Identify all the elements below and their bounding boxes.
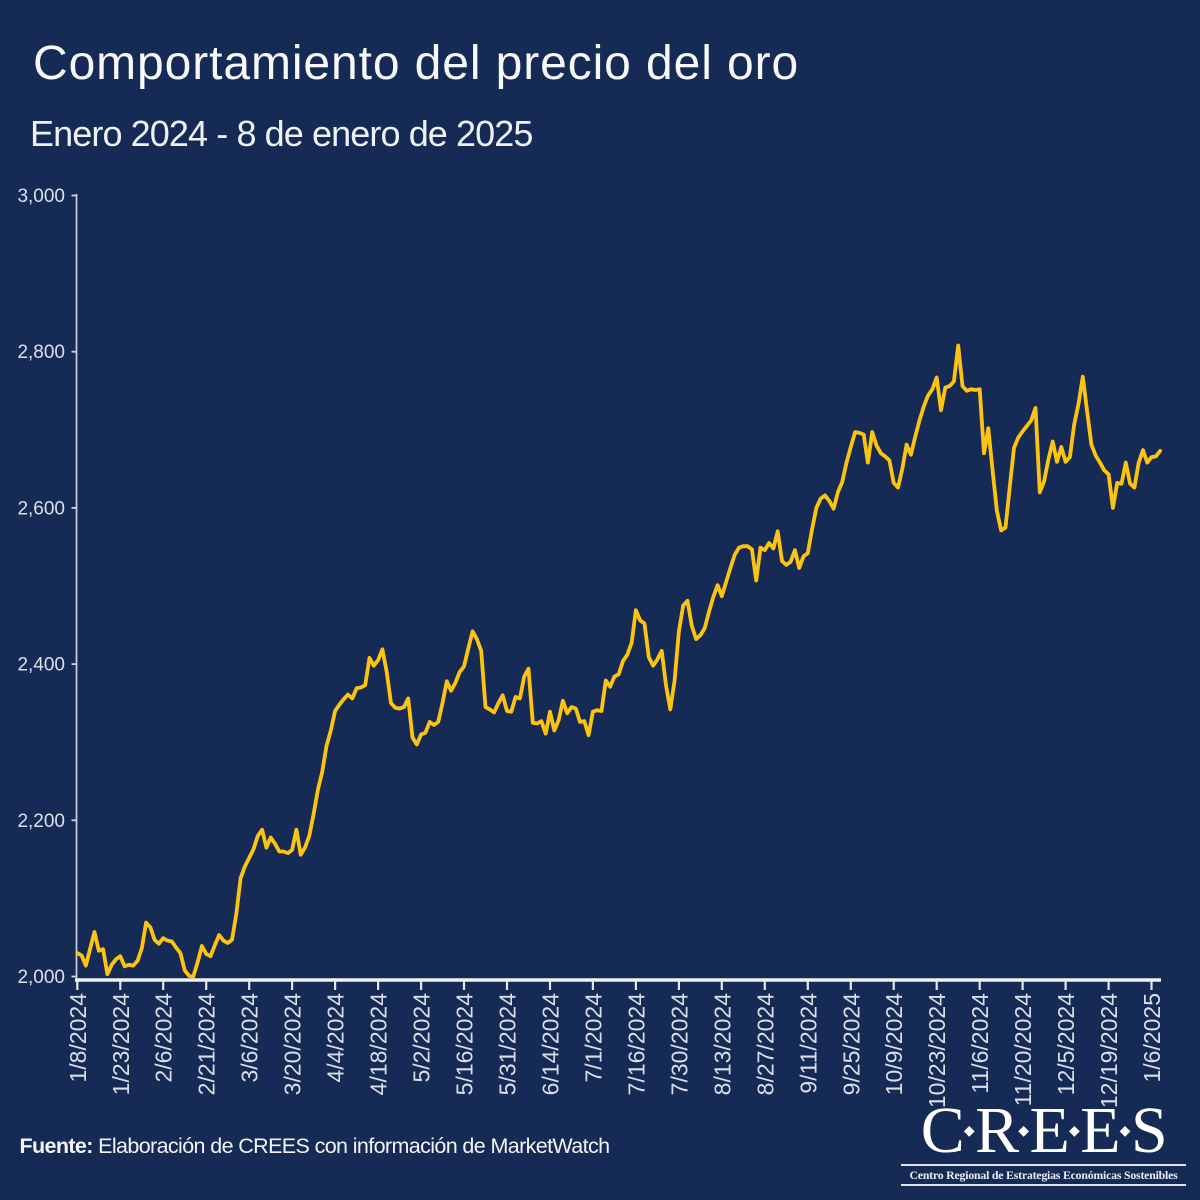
svg-text:3/20/2024: 3/20/2024: [280, 993, 306, 1096]
svg-text:5/16/2024: 5/16/2024: [452, 993, 478, 1096]
svg-text:9/25/2024: 9/25/2024: [838, 993, 864, 1096]
svg-text:7/1/2024: 7/1/2024: [580, 993, 606, 1083]
svg-text:11/20/2024: 11/20/2024: [1010, 993, 1036, 1107]
svg-text:3/6/2024: 3/6/2024: [237, 993, 263, 1083]
svg-text:7/30/2024: 7/30/2024: [666, 993, 692, 1096]
svg-text:1/6/2025: 1/6/2025: [1139, 993, 1165, 1083]
svg-text:10/9/2024: 10/9/2024: [881, 993, 907, 1096]
svg-text:4/4/2024: 4/4/2024: [323, 993, 349, 1083]
svg-text:5/2/2024: 5/2/2024: [409, 993, 435, 1083]
svg-text:2,000: 2,000: [17, 967, 65, 988]
svg-text:2,200: 2,200: [17, 811, 65, 832]
svg-text:5/31/2024: 5/31/2024: [495, 993, 521, 1096]
svg-text:6/14/2024: 6/14/2024: [538, 993, 564, 1096]
svg-text:10/23/2024: 10/23/2024: [924, 993, 950, 1108]
svg-text:2,800: 2,800: [17, 342, 65, 363]
svg-text:2/6/2024: 2/6/2024: [151, 993, 177, 1083]
svg-text:2,600: 2,600: [17, 498, 65, 519]
svg-text:4/18/2024: 4/18/2024: [366, 993, 392, 1096]
svg-text:2,400: 2,400: [17, 655, 65, 676]
svg-text:8/13/2024: 8/13/2024: [709, 993, 735, 1096]
svg-text:9/11/2024: 9/11/2024: [795, 993, 821, 1094]
svg-text:1/8/2024: 1/8/2024: [65, 993, 91, 1083]
svg-text:12/5/2024: 12/5/2024: [1053, 993, 1079, 1096]
svg-text:8/27/2024: 8/27/2024: [752, 993, 778, 1096]
svg-text:7/16/2024: 7/16/2024: [623, 993, 649, 1096]
svg-text:2/21/2024: 2/21/2024: [194, 993, 220, 1096]
svg-text:3,000: 3,000: [17, 186, 65, 207]
svg-text:11/6/2024: 11/6/2024: [967, 993, 993, 1094]
svg-text:12/19/2024: 12/19/2024: [1096, 993, 1122, 1108]
svg-text:1/23/2024: 1/23/2024: [108, 993, 134, 1096]
